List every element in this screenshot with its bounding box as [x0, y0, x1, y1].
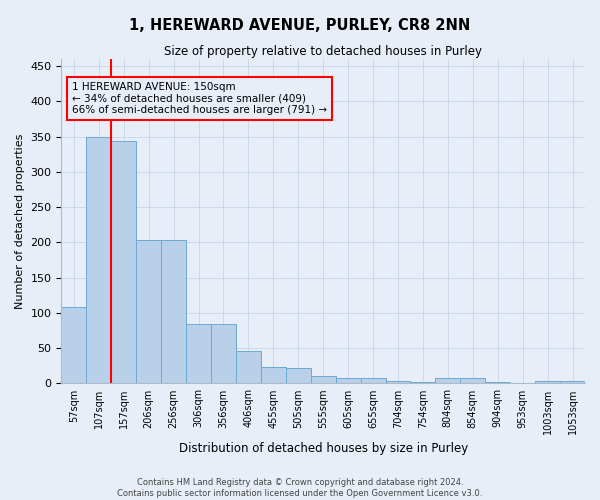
Bar	[510, 382, 535, 384]
Bar	[335, 378, 361, 384]
Bar	[261, 366, 286, 384]
Bar	[361, 378, 386, 384]
Bar	[136, 240, 161, 384]
Bar	[535, 380, 560, 384]
Text: 1, HEREWARD AVENUE, PURLEY, CR8 2NN: 1, HEREWARD AVENUE, PURLEY, CR8 2NN	[130, 18, 470, 32]
Bar	[436, 378, 460, 384]
Bar	[410, 382, 436, 384]
Bar	[560, 380, 585, 384]
Bar	[186, 324, 211, 384]
Bar	[460, 378, 485, 384]
Bar	[61, 306, 86, 384]
Bar	[236, 351, 261, 384]
Bar	[386, 382, 410, 384]
Bar	[86, 136, 111, 384]
Bar	[211, 324, 236, 384]
Bar	[485, 382, 510, 384]
Y-axis label: Number of detached properties: Number of detached properties	[15, 134, 25, 309]
Text: Contains HM Land Registry data © Crown copyright and database right 2024.
Contai: Contains HM Land Registry data © Crown c…	[118, 478, 482, 498]
Title: Size of property relative to detached houses in Purley: Size of property relative to detached ho…	[164, 45, 482, 58]
Bar	[286, 368, 311, 384]
Bar	[311, 376, 335, 384]
X-axis label: Distribution of detached houses by size in Purley: Distribution of detached houses by size …	[179, 442, 468, 455]
Text: 1 HEREWARD AVENUE: 150sqm
← 34% of detached houses are smaller (409)
66% of semi: 1 HEREWARD AVENUE: 150sqm ← 34% of detac…	[72, 82, 327, 115]
Bar	[161, 240, 186, 384]
Bar	[111, 141, 136, 384]
